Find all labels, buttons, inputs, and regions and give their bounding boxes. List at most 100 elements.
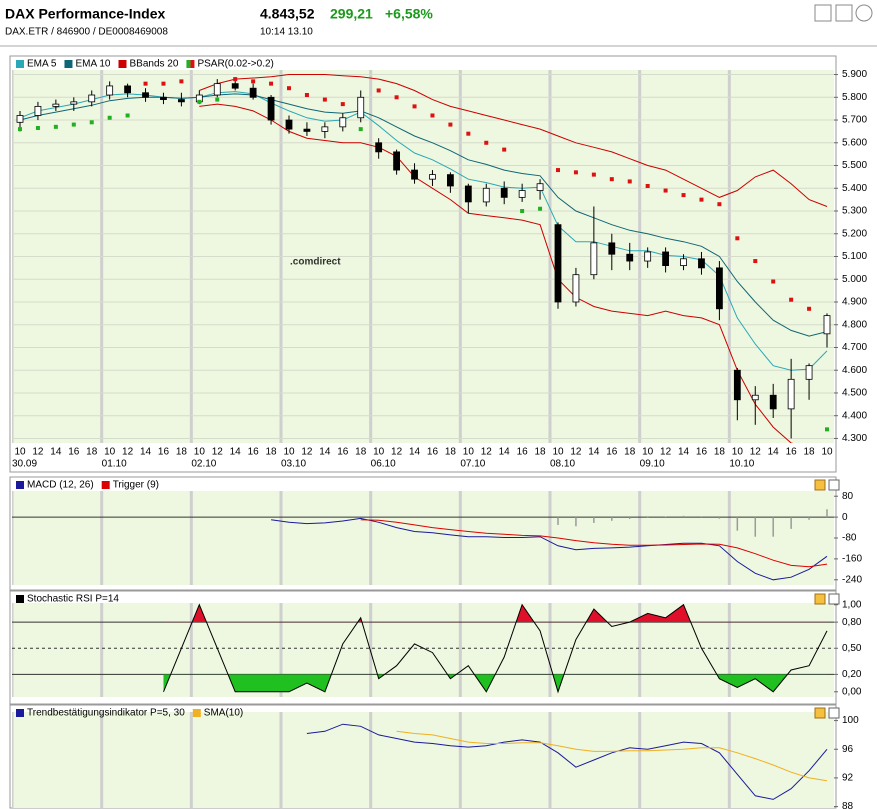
- series-line: [199, 74, 828, 207]
- series-line: [199, 103, 794, 443]
- psar-dot: [484, 140, 489, 145]
- candle-body: [662, 251, 669, 266]
- panel-close[interactable]: [828, 707, 840, 719]
- legend-swatch: [101, 481, 110, 489]
- x-tick-label: 10: [642, 447, 654, 458]
- price: 4.843,52: [260, 6, 315, 22]
- candle-body: [70, 101, 78, 105]
- candle-body: [698, 258, 705, 269]
- candle-body: [536, 183, 544, 191]
- candle-body: [716, 267, 723, 310]
- x-tick-label: 16: [427, 447, 439, 458]
- candle-body: [393, 151, 401, 171]
- y-tick-label: 1,00: [842, 599, 862, 610]
- candle-body: [464, 185, 472, 203]
- psar-dot: [18, 127, 22, 132]
- histogram-bar: [682, 515, 685, 518]
- series-line: [271, 517, 828, 581]
- histogram-bar: [700, 516, 703, 518]
- x-date-label: 07.10: [460, 459, 485, 470]
- psar-dot: [71, 122, 76, 127]
- candle-body: [177, 99, 185, 103]
- histogram-bar: [772, 517, 774, 537]
- candle-body: [375, 142, 383, 153]
- x-tick-label: 14: [50, 447, 62, 458]
- panel-close[interactable]: [828, 593, 840, 605]
- psar-dot: [753, 259, 758, 264]
- x-tick-label: 16: [158, 447, 170, 458]
- candle-body: [88, 94, 96, 103]
- histogram-bar: [736, 517, 739, 531]
- y-tick-label: 5.200: [842, 228, 867, 239]
- psar-dot: [609, 177, 614, 182]
- y-tick-label: 4.500: [842, 388, 867, 399]
- candle-body: [787, 378, 795, 410]
- psar-dot: [376, 88, 381, 93]
- x-tick-label: 14: [409, 447, 421, 458]
- psar-dot: [627, 179, 632, 184]
- y-tick-label: 96: [842, 744, 854, 755]
- y-tick-label: -240: [842, 574, 862, 585]
- icon-trade[interactable]: [855, 4, 873, 22]
- legend-label: SMA(10): [204, 708, 243, 719]
- y-tick-label: 5.600: [842, 137, 867, 148]
- candle-body: [429, 174, 436, 180]
- x-tick-label: 16: [337, 447, 349, 458]
- legend-swatch: [16, 60, 24, 68]
- candle-body: [482, 187, 490, 203]
- candle-body: [357, 96, 365, 119]
- x-tick-label: 12: [660, 447, 672, 458]
- histogram-bar: [593, 517, 595, 523]
- panel-settings[interactable]: [814, 593, 826, 605]
- icon-chart[interactable]: [814, 4, 832, 22]
- y-tick-label: 4.400: [842, 410, 867, 421]
- psar-dot: [107, 115, 112, 120]
- x-tick-label: 12: [212, 447, 224, 458]
- psar-dot: [717, 202, 722, 207]
- candle-body: [554, 224, 562, 303]
- y-tick-label: 4.900: [842, 297, 867, 308]
- panel-close[interactable]: [828, 479, 840, 491]
- legend-swatch: [186, 60, 191, 68]
- x-tick-label: 12: [301, 447, 313, 458]
- x-tick-label: 10: [373, 447, 385, 458]
- x-tick-label: 12: [750, 447, 762, 458]
- panel-settings[interactable]: [814, 479, 826, 491]
- x-tick-label: 16: [68, 447, 80, 458]
- x-date-label: 08.10: [550, 459, 575, 470]
- x-tick-label: 10: [463, 447, 475, 458]
- x-date-label: 01.10: [102, 459, 127, 470]
- icon-news[interactable]: [835, 4, 853, 22]
- x-tick-label: 18: [804, 447, 816, 458]
- x-date-label: 06.10: [371, 459, 396, 470]
- x-tick-label: 18: [535, 447, 547, 458]
- candle-body: [680, 258, 687, 266]
- y-tick-label: 4.300: [842, 433, 867, 444]
- plot-group: .comdirect: [12, 70, 834, 443]
- candle-body: [411, 169, 418, 180]
- candle-body: [823, 315, 831, 335]
- histogram-bar: [628, 517, 631, 519]
- panel-settings[interactable]: [814, 707, 826, 719]
- x-tick-label: 12: [32, 447, 44, 458]
- x-tick-label: 16: [517, 447, 529, 458]
- x-tick-label: 12: [391, 447, 403, 458]
- histogram-bar: [557, 517, 559, 525]
- psar-dot: [394, 95, 399, 100]
- legend-label: Stochastic RSI P=14: [27, 594, 119, 605]
- series-line: [19, 91, 828, 371]
- ids: DAX.ETR / 846900 / DE0008469008: [5, 27, 168, 38]
- watermark: .comdirect: [290, 257, 341, 268]
- psar-dot: [179, 79, 184, 84]
- candle-body: [249, 87, 257, 98]
- psar-dot: [448, 122, 453, 127]
- psar-dot: [681, 193, 686, 198]
- legend-swatch: [16, 595, 24, 603]
- y-tick-label: -80: [842, 533, 857, 544]
- psar-dot: [197, 99, 202, 104]
- psar-dot: [322, 97, 327, 102]
- y-tick-label: 5.800: [842, 92, 867, 103]
- candle-body: [518, 190, 526, 198]
- x-tick-label: 10: [552, 447, 564, 458]
- x-tick-label: 18: [624, 447, 636, 458]
